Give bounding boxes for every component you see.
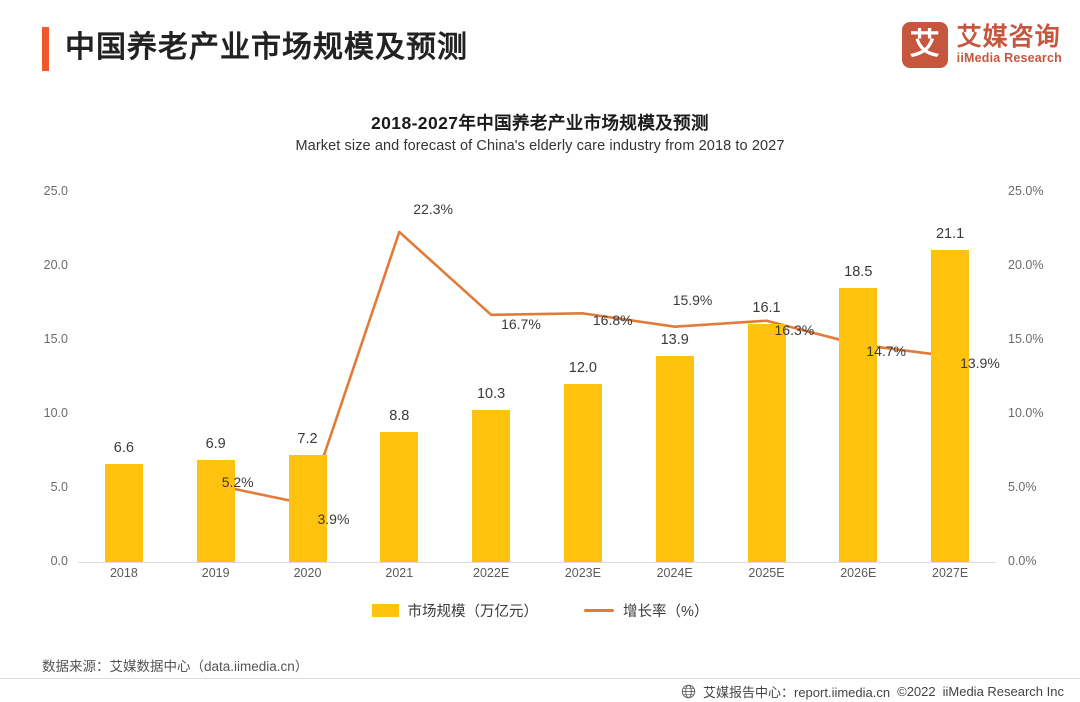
- y-axis-right-tick: 15.0%: [1008, 332, 1044, 346]
- y-axis-left-tick: 20.0: [43, 258, 68, 272]
- legend-item[interactable]: 增长率（%）: [584, 600, 708, 621]
- page-header: 中国养老产业市场规模及预测 艾 艾媒咨询 iiMedia Research: [0, 0, 1080, 92]
- line-value-label: 16.8%: [592, 312, 633, 329]
- bar-2023E[interactable]: [563, 384, 602, 562]
- x-axis-category-label: 2018: [109, 566, 138, 580]
- y-axis-left-tick: 5.0: [50, 480, 68, 494]
- brand-name-cn: 艾媒咨询: [956, 23, 1061, 51]
- bar-value-label: 10.3: [476, 385, 506, 402]
- bar-2022E[interactable]: [472, 409, 511, 562]
- report-center-link[interactable]: 艾媒报告中心：report.iimedia.cn: [703, 685, 891, 700]
- data-source-text: 数据来源：艾媒数据中心（data.iimedia.cn）: [42, 659, 309, 674]
- bar-2024E[interactable]: [655, 356, 694, 562]
- x-axis-category-label: 2027E: [932, 566, 969, 580]
- x-axis-category-label: 2021: [385, 566, 414, 580]
- line-value-label: 16.3%: [774, 321, 815, 338]
- chart-subtitle: Market size and forecast of China's elde…: [295, 138, 785, 154]
- title-accent-bar: [42, 27, 49, 71]
- bar-2019[interactable]: [196, 459, 235, 562]
- bar-2027E[interactable]: [931, 249, 970, 562]
- company-text: iiMedia Research Inc: [942, 684, 1064, 699]
- legend-bar-swatch-icon: [371, 604, 399, 617]
- x-axis-line: [78, 562, 996, 563]
- line-value-label: 14.7%: [866, 343, 906, 360]
- line-value-label: 15.9%: [672, 291, 713, 308]
- x-axis-category-label: 2022E: [473, 566, 510, 580]
- bar-2025E[interactable]: [747, 323, 786, 562]
- x-axis-category-label: 2020: [293, 566, 322, 580]
- brand-text: 艾媒咨询 iiMedia Research: [957, 24, 1062, 66]
- bar-value-label: 16.1: [752, 299, 781, 316]
- x-axis-category-label: 2023E: [564, 566, 601, 580]
- bar-value-label: 21.1: [935, 225, 965, 242]
- copyright-text: ©2022: [897, 684, 936, 699]
- brand-name-en: iiMedia Research: [956, 51, 1062, 65]
- bar-2026E[interactable]: [839, 288, 878, 562]
- legend-label: 增长率（%）: [623, 604, 709, 620]
- bar-value-label: 12.0: [568, 360, 597, 377]
- y-axis-right-tick: 5.0%: [1008, 480, 1037, 494]
- chart-title: 2018-2027年中国养老产业市场规模及预测: [371, 113, 709, 133]
- footer-divider: [0, 678, 1080, 679]
- y-axis-right-tick: 10.0%: [1008, 406, 1044, 420]
- x-axis-category-label: 2024E: [656, 566, 693, 580]
- y-axis-left-tick: 25.0: [43, 184, 68, 198]
- x-axis-category-label: 2019: [201, 566, 230, 580]
- line-value-label: 3.9%: [317, 511, 350, 528]
- x-axis-category-label: 2025E: [748, 566, 785, 580]
- legend-label: 市场规模（万亿元）: [407, 604, 539, 620]
- line-value-label: 5.2%: [221, 474, 254, 491]
- bar-2020[interactable]: [288, 455, 327, 562]
- page-title: 中国养老产业市场规模及预测: [65, 31, 468, 64]
- bar-2018[interactable]: [104, 464, 143, 562]
- bar-value-label: 6.6: [113, 440, 134, 457]
- globe-icon: [681, 684, 696, 699]
- brand-logo: 艾 艾媒咨询 iiMedia Research: [901, 22, 1062, 68]
- y-axis-left-tick: 10.0: [43, 406, 68, 420]
- bar-value-label: 6.9: [205, 435, 226, 452]
- legend-line-swatch-icon: [584, 609, 615, 612]
- line-value-label: 16.7%: [501, 315, 541, 332]
- brand-mark-icon: 艾: [901, 22, 948, 68]
- line-value-label: 13.9%: [960, 355, 1000, 372]
- bar-value-label: 7.2: [297, 431, 318, 448]
- bar-value-label: 13.9: [660, 332, 689, 349]
- chart-legend: 市场规模（万亿元） 增长率（%）: [0, 600, 1080, 621]
- growth-rate-line[interactable]: [214, 230, 952, 506]
- bar-2021[interactable]: [380, 431, 419, 562]
- footer-bar: 艾媒报告中心：report.iimedia.cn ©2022 iiMedia R…: [681, 682, 1064, 701]
- legend-item[interactable]: 市场规模（万亿元）: [371, 600, 539, 621]
- x-axis-category-label: 2026E: [840, 566, 877, 580]
- line-value-label: 22.3%: [413, 200, 453, 217]
- bar-value-label: 18.5: [844, 264, 873, 281]
- y-axis-right-tick: 25.0%: [1008, 184, 1044, 198]
- y-axis-left-tick: 0.0: [50, 554, 68, 568]
- bar-value-label: 8.8: [389, 407, 410, 424]
- y-axis-right-tick: 20.0%: [1008, 258, 1044, 272]
- y-axis-right-tick: 0.0%: [1008, 554, 1037, 568]
- y-axis-left-tick: 15.0: [43, 332, 68, 346]
